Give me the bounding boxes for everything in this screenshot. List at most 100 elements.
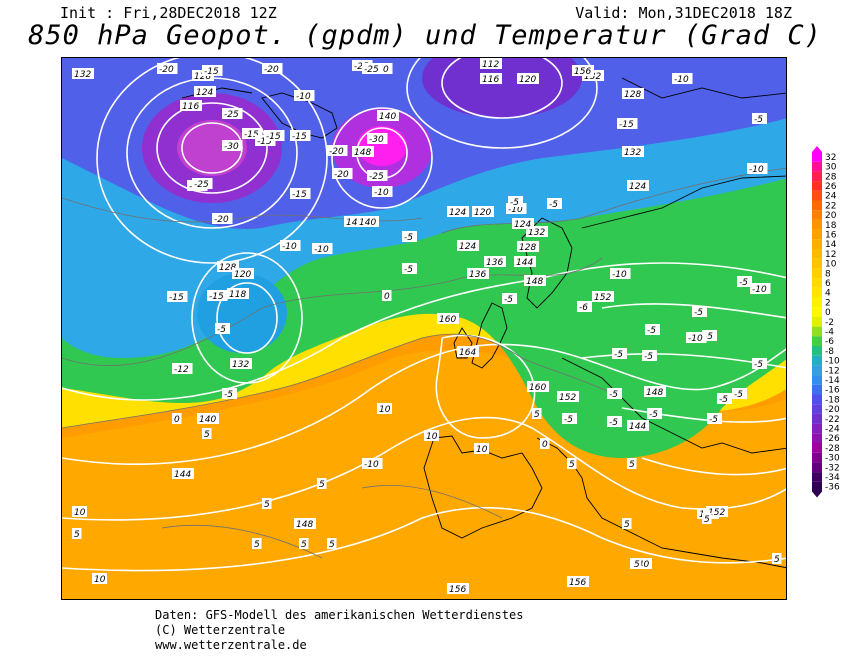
scale-label: -32 — [825, 463, 840, 473]
svg-text:-6: -6 — [579, 303, 588, 313]
svg-text:116: 116 — [482, 75, 499, 85]
svg-text:5: 5 — [569, 460, 575, 470]
temperature-label: -5 — [508, 196, 523, 208]
svg-text:-5: -5 — [754, 115, 763, 125]
scale-label: -30 — [825, 454, 840, 464]
scale-label: 6 — [825, 279, 831, 289]
svg-text:-5: -5 — [224, 390, 233, 400]
svg-text:-15: -15 — [619, 120, 634, 130]
temperature-label: -15 — [617, 118, 638, 130]
geopotential-label: 120 — [232, 268, 254, 280]
data-source-line: Daten: GFS-Modell des amerikanischen Wet… — [155, 608, 524, 622]
svg-text:5: 5 — [704, 515, 710, 525]
scale-label: -34 — [825, 473, 840, 483]
geopotential-label: 132 — [622, 146, 644, 158]
scale-swatch — [812, 210, 822, 220]
geopotential-label: 148 — [352, 146, 374, 158]
svg-text:124: 124 — [459, 242, 476, 252]
scale-label: 10 — [825, 260, 837, 270]
temperature-label: 5 — [567, 458, 577, 470]
svg-text:-15: -15 — [266, 132, 281, 142]
temperature-label: -10 — [672, 73, 693, 85]
svg-text:-10: -10 — [612, 270, 627, 280]
geopotential-label: 148 — [524, 275, 546, 287]
scale-swatch — [812, 152, 822, 162]
scale-swatch — [812, 239, 822, 249]
temperature-label: -5 — [402, 263, 417, 275]
svg-text:5: 5 — [774, 555, 780, 565]
scale-swatch — [812, 171, 822, 182]
temperature-label: 5 — [72, 528, 82, 540]
svg-text:5: 5 — [329, 540, 335, 550]
scale-swatch — [812, 161, 822, 172]
temperature-label: -5 — [215, 323, 230, 335]
svg-text:152: 152 — [559, 393, 576, 403]
svg-text:-10: -10 — [314, 245, 329, 255]
temperature-label: -20 — [212, 213, 233, 225]
scale-swatch — [812, 472, 822, 482]
scale-swatch — [812, 307, 822, 317]
temperature-label: -5 — [612, 348, 627, 360]
temperature-label: -5 — [692, 306, 707, 318]
geopotential-label: 116 — [180, 100, 202, 112]
temperature-label: 10 — [377, 403, 392, 415]
temperature-label: 10 — [424, 430, 439, 442]
geopotential-label: 156 — [447, 583, 469, 595]
geopotential-label: 144 — [172, 468, 194, 480]
svg-text:-5: -5 — [510, 198, 519, 208]
geopotential-label: 140 — [377, 110, 399, 122]
temperature-label: -5 — [607, 388, 622, 400]
scale-swatch — [812, 404, 822, 414]
scale-label: 0 — [825, 308, 831, 318]
svg-text:128: 128 — [194, 72, 211, 82]
cold-core-west-inner — [177, 120, 247, 176]
svg-text:144: 144 — [629, 422, 646, 432]
svg-text:-5: -5 — [504, 295, 513, 305]
geopotential-label: 156 — [572, 65, 594, 77]
temperature-label: 5 — [299, 538, 309, 550]
svg-text:-5: -5 — [719, 395, 728, 405]
geopotential-label: 128 — [517, 241, 539, 253]
svg-text:164: 164 — [459, 348, 476, 358]
temperature-label: 10 — [72, 506, 87, 518]
scale-label: -10 — [825, 357, 840, 367]
temperature-label: -15 — [207, 290, 228, 302]
geopotential-label: 118 — [227, 288, 249, 300]
scale-label: 24 — [825, 192, 837, 202]
scale-label: -6 — [825, 337, 834, 347]
svg-text:132: 132 — [232, 360, 249, 370]
svg-text:128: 128 — [519, 243, 536, 253]
svg-text:-5: -5 — [404, 265, 413, 275]
svg-text:-25: -25 — [364, 65, 379, 75]
scale-swatch — [812, 355, 822, 366]
temperature-label: 5 — [532, 408, 542, 420]
scale-label: -20 — [825, 405, 840, 415]
temperature-label: -15 — [167, 291, 188, 303]
temperature-label: -5 — [222, 388, 237, 400]
svg-text:148: 148 — [526, 277, 543, 287]
svg-text:-5: -5 — [644, 352, 653, 362]
svg-text:-15: -15 — [257, 137, 272, 147]
scale-label: -26 — [825, 434, 840, 444]
svg-text:5: 5 — [301, 540, 307, 550]
temperature-label: -5 — [607, 416, 622, 428]
scale-label: -16 — [825, 386, 840, 396]
scale-label: 28 — [825, 172, 837, 182]
website-link[interactable]: www.wetterzentrale.de — [155, 638, 307, 652]
svg-text:-15: -15 — [244, 130, 259, 140]
geopotential-label: 132 — [526, 226, 548, 238]
temperature-label: -10 — [280, 240, 301, 252]
scale-arrow-top — [812, 146, 822, 152]
geopotential-label: 128 — [622, 88, 644, 100]
geopotential-label: 160 — [527, 381, 549, 393]
geopotential-label: 132 — [72, 68, 94, 80]
temperature-label: -5 — [707, 413, 722, 425]
temperature-label: 5 — [327, 538, 337, 550]
svg-text:5: 5 — [204, 430, 210, 440]
svg-text:10: 10 — [476, 445, 488, 455]
svg-text:120: 120 — [519, 75, 536, 85]
temperature-label: 0 — [540, 438, 550, 450]
svg-text:10: 10 — [74, 508, 86, 518]
geopotential-label: 136 — [484, 256, 506, 268]
geopotential-label: 144 — [344, 216, 366, 228]
